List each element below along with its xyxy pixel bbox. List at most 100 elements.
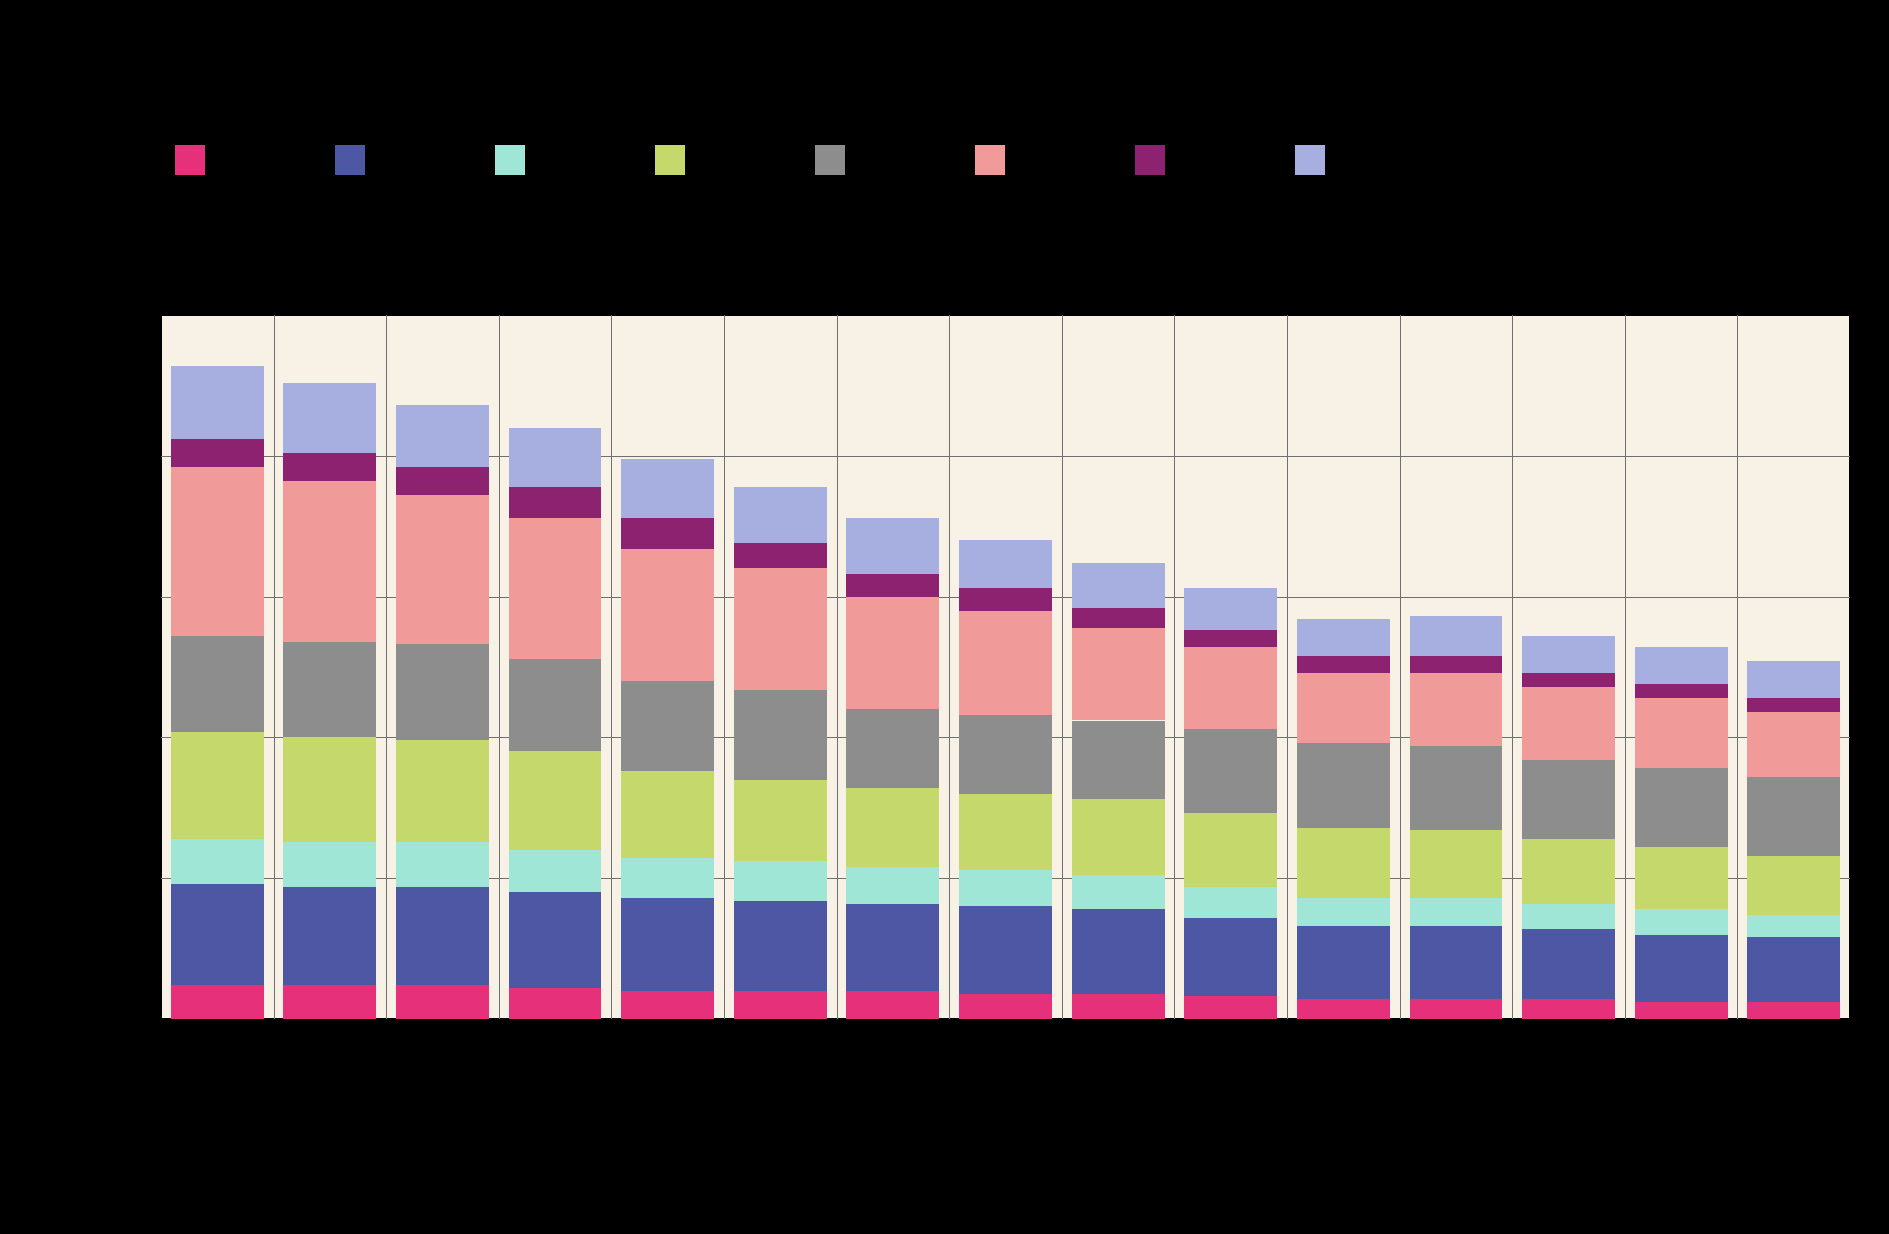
x-tick-mark [780, 1019, 781, 1029]
bar-segment [1522, 687, 1615, 760]
gridline-vertical [1625, 315, 1626, 1019]
legend-item [1295, 145, 1335, 175]
bar-segment [846, 574, 939, 597]
bar-segment [1747, 698, 1840, 712]
bar-segment [396, 887, 489, 986]
legend-item [495, 145, 535, 175]
x-tick-mark [668, 1019, 669, 1029]
legend-swatch [1295, 145, 1325, 175]
bar-segment [734, 690, 827, 780]
bar-segment [283, 642, 376, 738]
bar-segment [959, 588, 1052, 611]
bar-segment [1184, 729, 1277, 813]
bar-segment [509, 751, 602, 850]
bar-segment [959, 715, 1052, 794]
legend-item [1135, 145, 1175, 175]
bar-segment [283, 383, 376, 453]
bar-segment [1522, 760, 1615, 839]
bar-segment [1410, 746, 1503, 830]
plot-area [161, 315, 1850, 1019]
bar-segment [1410, 673, 1503, 746]
bar-segment [396, 467, 489, 495]
x-tick-mark [1568, 1019, 1569, 1029]
legend-swatch [1135, 145, 1165, 175]
gridline-vertical [1737, 315, 1738, 1019]
bar-segment [1747, 856, 1840, 915]
bar-segment [396, 405, 489, 467]
bar-segment [1297, 656, 1390, 673]
y-tick-label: 100 [0, 716, 141, 759]
gridline-vertical [274, 315, 275, 1019]
gridline-vertical [386, 315, 387, 1019]
bar-segment [1635, 935, 1728, 1003]
y-tick-mark [151, 737, 161, 738]
bar-segment [171, 732, 264, 839]
bar-segment [509, 892, 602, 988]
bar-segment [1297, 898, 1390, 926]
gridline-vertical [1512, 315, 1513, 1019]
y-tick-mark [151, 1019, 161, 1020]
bar-segment [1635, 909, 1728, 934]
gridline-vertical [611, 315, 612, 1019]
y-tick-label: 200 [0, 434, 141, 477]
bar-segment [1184, 996, 1277, 1019]
x-tick-mark [443, 1019, 444, 1029]
legend-item [175, 145, 215, 175]
bar-segment [509, 850, 602, 892]
bar-segment [846, 518, 939, 574]
bar-segment [1635, 847, 1728, 909]
bar-segment [1297, 743, 1390, 827]
bar-segment [1747, 777, 1840, 856]
bar-segment [283, 842, 376, 887]
bar-segment [1072, 909, 1165, 993]
bar-segment [734, 901, 827, 991]
bar-segment [621, 991, 714, 1019]
bar-segment [1072, 799, 1165, 875]
bar-segment [1072, 875, 1165, 909]
gridline-vertical [1400, 315, 1401, 1019]
legend-item [975, 145, 1015, 175]
stacked-bar-chart: 050100150200250 2016Q22016Q32016Q42017Q1… [0, 0, 1889, 1234]
bar-segment [283, 985, 376, 1019]
bar-segment [1072, 994, 1165, 1019]
legend-item [815, 145, 855, 175]
bar-segment [1297, 673, 1390, 743]
bar-segment [1522, 636, 1615, 673]
y-tick-mark [151, 878, 161, 879]
bar-segment [509, 988, 602, 1019]
bar-segment [1184, 887, 1277, 918]
bar-segment [396, 985, 489, 1019]
bar-segment [171, 467, 264, 636]
x-tick-mark [1343, 1019, 1344, 1029]
bar-segment [1635, 768, 1728, 847]
bar-segment [621, 549, 714, 681]
y-tick-label: 150 [0, 575, 141, 618]
bar-segment [621, 898, 714, 991]
x-tick-mark [555, 1019, 556, 1029]
bar-segment [959, 906, 1052, 993]
bar-segment [621, 858, 714, 897]
bar-segment [1184, 630, 1277, 647]
bar-segment [1522, 673, 1615, 687]
bar-segment [396, 842, 489, 887]
bar-segment [1410, 898, 1503, 926]
bar-segment [1410, 616, 1503, 655]
legend [175, 145, 1335, 175]
gridline-vertical [724, 315, 725, 1019]
legend-swatch [815, 145, 845, 175]
bar-segment [734, 543, 827, 568]
bar-segment [1522, 904, 1615, 929]
bar-segment [283, 737, 376, 841]
bar-segment [396, 495, 489, 644]
bar-segment [959, 994, 1052, 1019]
bar-segment [171, 439, 264, 467]
y-tick-label: 250 [0, 294, 141, 337]
bar-segment [509, 518, 602, 659]
gridline-vertical [499, 315, 500, 1019]
bar-segment [1072, 628, 1165, 721]
bar-segment [621, 459, 714, 518]
bar-segment [509, 428, 602, 487]
bar-segment [734, 780, 827, 862]
legend-swatch [335, 145, 365, 175]
x-tick-mark [217, 1019, 218, 1029]
